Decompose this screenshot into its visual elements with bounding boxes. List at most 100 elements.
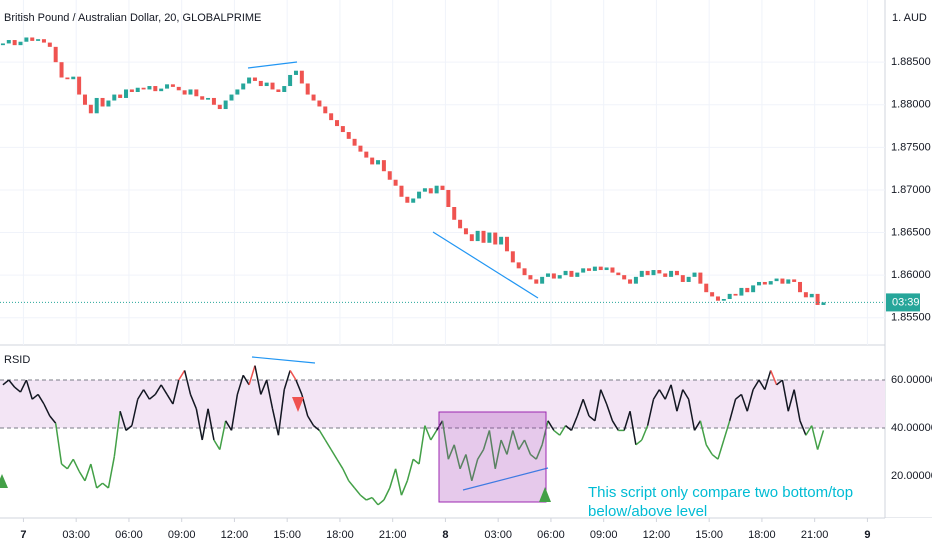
rsi-segment [500,439,508,455]
rsi-segment [459,454,467,470]
candle [587,268,592,271]
rsi-segment [793,389,801,421]
x-tick-label: 06:00 [115,529,143,541]
candle [18,41,23,46]
rsi-segment [178,370,186,381]
candle [815,293,820,305]
rsi-segment [811,425,819,450]
candle [270,82,275,90]
candle [598,266,603,271]
rsi-segment [96,482,104,489]
candle [235,89,240,95]
candle [745,287,750,293]
candle [24,37,29,42]
rsi-segment [781,379,790,412]
x-tick-label: 8 [442,529,448,541]
candle [247,77,252,84]
candle [504,236,509,252]
rsi-segment [78,470,86,482]
countdown: 03:39 [892,296,920,308]
rsi-segment [799,420,807,436]
rsi-segment [623,411,631,431]
rsi-segment [295,379,303,395]
candle [592,266,597,271]
candle [639,270,644,277]
candle [686,276,691,282]
rsi-segment [336,458,344,470]
candle [645,270,650,276]
rsi-segment [271,408,280,436]
annotation: below/above level [588,503,707,520]
rsi-segment [324,439,332,451]
y-tick-label: 60.00000 [891,374,932,386]
candle [159,88,164,92]
rsi-segment [90,463,98,489]
rsi-segment [723,420,731,441]
rsi-segment [342,468,350,482]
x-tick-label: 7 [20,529,26,541]
rsi-segment [594,389,602,421]
candle [510,251,515,263]
x-tick-label: 15:00 [273,529,301,541]
candle [217,104,222,110]
annotation: This script only compare two bottom/top [588,484,853,501]
candle [733,293,738,296]
x-tick-label: 12:00 [643,529,671,541]
candle [663,273,668,277]
candle [376,160,381,165]
x-tick-label: 12:00 [221,529,249,541]
rsi-segment [805,425,813,436]
rsi-segment [154,384,162,395]
rsi-segment [600,389,608,405]
candle [698,272,703,284]
x-tick-label: 09:00 [590,529,618,541]
candle [563,270,568,276]
candle [147,86,152,90]
rsi-segment [107,456,116,489]
rsi-segment [260,379,268,395]
rsi-segment [441,420,450,460]
candle [522,268,527,276]
grid [0,0,885,429]
rsi-segment [359,494,367,501]
rsi-segment [14,386,21,393]
candle [786,279,791,284]
rsi-segment [166,394,174,405]
candle [657,270,662,274]
candle [604,267,609,271]
rsi-segment [506,430,514,455]
candle [223,100,228,110]
candle [77,76,82,95]
rsi-segment [588,415,596,422]
rsi-segment [705,444,713,455]
candle [364,151,369,158]
rsi-segment [776,379,783,386]
candle [633,276,638,284]
candle [65,77,70,80]
rsi-segment [488,430,496,469]
rsi-segment [424,425,432,441]
candle [53,46,58,63]
rsi-segment [31,393,39,400]
rsi-segment [318,430,326,441]
rsi-segment [172,379,180,405]
y-tick-label: 1.88500 [891,56,931,68]
rsi-segment [354,487,362,496]
rsi-segment [371,497,379,506]
candle [335,120,340,127]
candle [428,188,433,194]
candle [12,40,17,46]
candle [768,281,773,285]
rsi-segment [435,420,444,431]
rsi-segment [447,444,455,460]
candle [756,281,761,286]
candle [293,70,298,75]
candle [135,87,140,92]
candle [417,191,422,199]
rsi-segment [693,420,702,431]
rsi-segment [570,415,578,431]
rsi-segment [330,449,338,460]
candle [651,270,656,276]
candle [727,293,732,299]
rsi-segment [764,370,772,390]
